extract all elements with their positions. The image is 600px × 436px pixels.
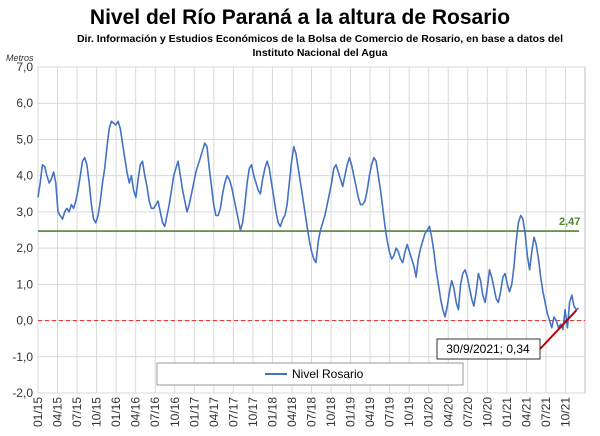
x-tick-label: 10/15 (90, 397, 104, 427)
x-tick-label: 04/16 (129, 397, 143, 427)
y-tick-label: 2,0 (16, 241, 33, 255)
annotation-box (436, 338, 541, 360)
x-tick-label: 04/18 (285, 397, 299, 427)
x-tick-label: 07/17 (226, 397, 240, 427)
y-axis-title: Metros (6, 53, 34, 63)
chart-subtitle-2: Instituto Nacional del Agua (252, 47, 388, 59)
x-tick-label: 04/17 (207, 397, 221, 427)
x-tick-label: 01/15 (31, 397, 45, 427)
x-tick-label: 04/19 (363, 397, 377, 427)
x-tick-label: 01/16 (109, 397, 123, 427)
x-tick-label: 07/15 (70, 397, 84, 427)
y-tick-label: 0,0 (16, 314, 33, 328)
annotation-arrow (539, 309, 578, 350)
x-tick-label: 10/19 (402, 397, 416, 427)
x-tick-label: 07/21 (539, 397, 553, 427)
x-tick-label: 07/19 (383, 397, 397, 427)
y-tick-label: 6,0 (16, 96, 33, 110)
x-tick-label: 07/18 (305, 397, 319, 427)
reference-line-label: 2,47 (559, 216, 580, 228)
x-tick-label: 07/20 (461, 397, 475, 427)
y-tick-label: -2,0 (12, 386, 33, 400)
y-tick-label: 1,0 (16, 277, 33, 291)
legend-label: Nivel Rosario (292, 367, 364, 381)
y-tick-label: 5,0 (16, 132, 33, 146)
x-tick-label: 01/19 (344, 397, 358, 427)
x-tick-label: 10/21 (558, 397, 572, 427)
y-tick-label: -1,0 (12, 350, 33, 364)
x-tick-label: 04/21 (519, 397, 533, 427)
series-line (37, 120, 579, 331)
x-tick-label: 01/20 (422, 397, 436, 427)
x-tick-label: 01/17 (187, 397, 201, 427)
x-tick-label: 10/18 (324, 397, 338, 427)
annotation-label: 30/9/2021; 0,34 (446, 342, 530, 356)
legend-box (156, 362, 464, 386)
y-tick-label: 3,0 (16, 205, 33, 219)
x-tick-label: 07/16 (148, 397, 162, 427)
x-tick-label: 01/21 (500, 397, 514, 427)
chart-subtitle: Dir. Información y Estudios Económicos d… (76, 33, 564, 45)
x-tick-label: 10/20 (480, 397, 494, 427)
x-tick-label: 10/16 (168, 397, 182, 427)
x-tick-label: 10/17 (246, 397, 260, 427)
x-tick-label: 01/18 (265, 397, 279, 427)
y-tick-label: 4,0 (16, 169, 33, 183)
x-tick-label: 04/15 (51, 397, 65, 427)
y-tick-label: 7,0 (16, 60, 33, 74)
chart-title: Nivel del Río Paraná a la altura de Rosa… (89, 6, 511, 29)
x-tick-label: 04/20 (441, 397, 455, 427)
